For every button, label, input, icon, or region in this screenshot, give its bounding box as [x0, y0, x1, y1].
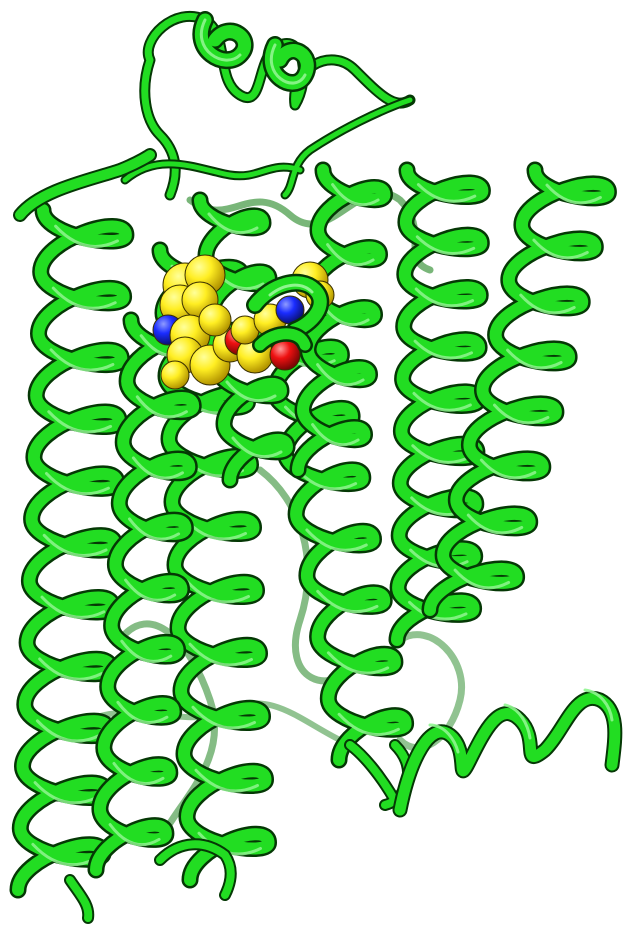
carbon-atom-sphere [198, 303, 232, 337]
helix-highlight [453, 183, 602, 590]
helix-ribbon [292, 164, 391, 476]
helix-3 [87, 311, 206, 879]
helix-ribbon [90, 314, 204, 876]
front-loops [13, 148, 623, 924]
helix-highlight [31, 224, 119, 867]
helix-ribbon [258, 324, 412, 766]
helix-highlight [108, 334, 192, 847]
helix-ribbon [424, 164, 615, 616]
top-loop [120, 10, 416, 201]
oxygen-atom-sphere [269, 339, 301, 371]
helix-highlight [311, 183, 380, 447]
carbon-atom-sphere [160, 360, 190, 390]
helix-7 [289, 161, 393, 479]
helix-6 [421, 161, 617, 619]
front-helix-overlay [246, 273, 330, 353]
